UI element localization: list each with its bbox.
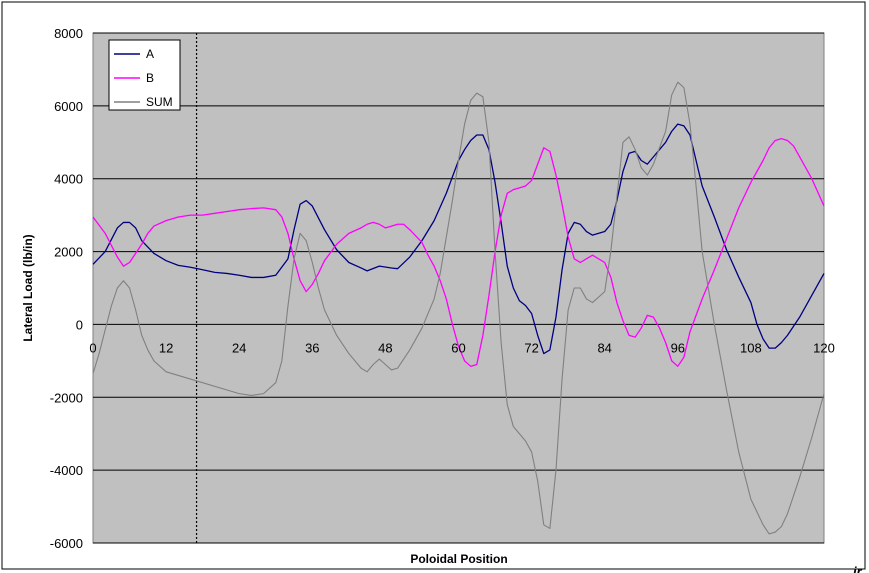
y-tick-label-0: -6000 [50, 536, 83, 551]
x-tick-labels: 0 12 24 36 48 60 72 84 96 108 120 [89, 340, 834, 355]
x-tick-label-0: 0 [89, 340, 96, 355]
y-tick-label-4: 2000 [54, 245, 83, 260]
x-tick-label-7: 84 [597, 340, 611, 355]
gridlines [93, 32, 824, 544]
x-tick-label-10: 120 [813, 340, 835, 355]
y-tick-label-1: -4000 [50, 463, 83, 478]
x-tick-label-8: 96 [671, 340, 685, 355]
legend-box [108, 39, 181, 111]
legend-label-b: B [146, 71, 154, 85]
y-tick-label-3: 0 [76, 317, 83, 332]
x-tick-label-5: 60 [451, 340, 465, 355]
series-layer [92, 81, 825, 535]
y-axis-title: Lateral Load (lb/in) [21, 234, 35, 341]
stray-caption-fragment: ir [853, 564, 863, 573]
x-tick-label-2: 24 [232, 340, 246, 355]
y-tick-label-7: 8000 [54, 26, 83, 41]
legend-label-sum: SUM [146, 95, 173, 109]
legend: A B SUM [108, 39, 181, 111]
x-tick-label-6: 72 [524, 340, 538, 355]
plot-area [92, 32, 825, 544]
x-tick-label-4: 48 [378, 340, 392, 355]
x-tick-label-9: 108 [740, 340, 762, 355]
series-line-a [92, 123, 825, 355]
x-axis-title: Poloidal Position [410, 552, 507, 566]
y-tick-label-6: 6000 [54, 99, 83, 114]
y-tick-label-2: -2000 [50, 390, 83, 405]
series-line-b [92, 137, 825, 367]
x-tick-label-1: 12 [159, 340, 173, 355]
x-tick-label-3: 36 [305, 340, 319, 355]
series-line-sum [92, 81, 825, 535]
y-tick-label-5: 4000 [54, 172, 83, 187]
legend-label-a: A [146, 47, 154, 61]
y-tick-labels: -6000 -4000 -2000 0 2000 4000 6000 8000 [50, 26, 83, 551]
